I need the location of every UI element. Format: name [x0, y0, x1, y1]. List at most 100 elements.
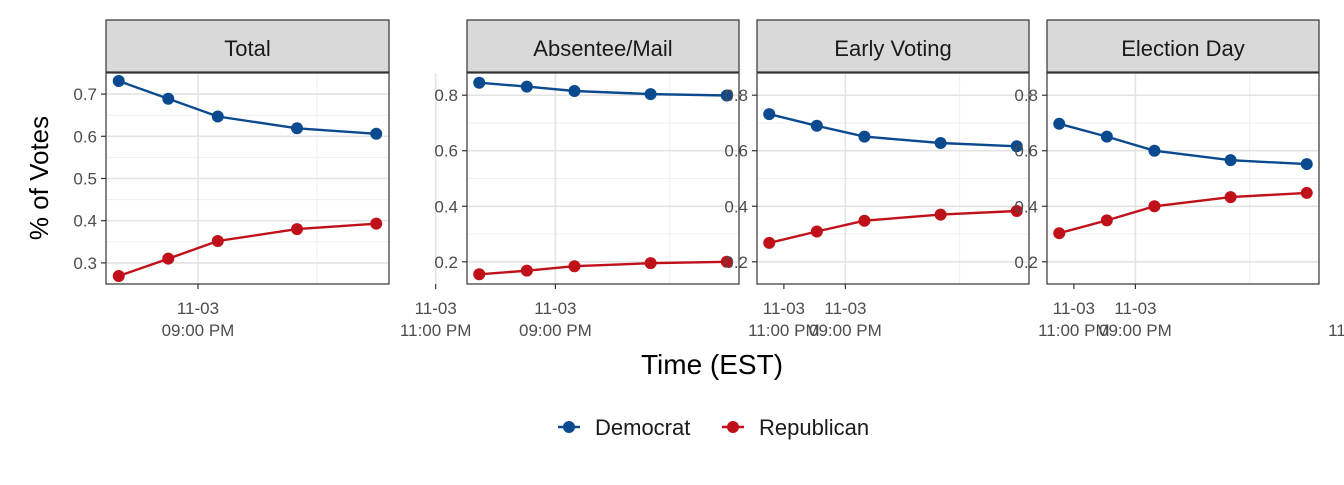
data-point-republican: [1300, 186, 1313, 199]
x-tick-label-time: 09:00 PM: [809, 321, 882, 340]
data-point-republican: [112, 269, 125, 282]
facet-panel-1: Absentee/Mail 0.2 0.4 0.6 0.8 11-03 09:00 PM 11…: [434, 19, 820, 340]
y-tick-label: 0.2: [1014, 253, 1038, 272]
data-point-democrat: [162, 92, 175, 105]
facet-strip: [756, 19, 1030, 73]
data-point-republican: [1224, 191, 1237, 204]
x-tick-label-date: 11-03: [534, 299, 576, 318]
y-tick-label: 0.2: [434, 253, 458, 272]
legend-item-democrat: Democrat: [558, 415, 690, 440]
data-point-democrat: [568, 85, 581, 98]
data-point-democrat: [370, 127, 383, 140]
y-tick-label: 0.4: [73, 212, 97, 231]
facet-strip-title: Election Day: [1121, 36, 1245, 61]
y-tick-label: 0.6: [73, 127, 97, 146]
data-point-republican: [568, 260, 581, 273]
data-point-democrat: [858, 130, 871, 143]
y-tick-label: 0.3: [73, 254, 97, 273]
data-point-republican: [162, 252, 175, 265]
data-point-republican: [473, 268, 486, 281]
data-point-democrat: [934, 136, 947, 149]
facet-strip: [466, 19, 740, 73]
data-point-democrat: [1100, 130, 1113, 143]
data-point-republican: [1148, 200, 1161, 213]
panel-border: [466, 72, 740, 285]
facet-panel-0: Total 0.3 0.4 0.5 0.6 0.7 11-03 09:00 PM 11-03 11…: [73, 19, 472, 340]
x-tick-label-date: 11-03: [415, 299, 457, 318]
y-tick-label: 0.4: [434, 197, 458, 216]
y-tick-label: 0.2: [724, 253, 748, 272]
facet-strip-title: Total: [224, 36, 270, 61]
x-tick-label-time: 11:00 PM: [400, 321, 472, 340]
data-point-republican: [763, 236, 776, 249]
data-point-republican: [1010, 204, 1023, 217]
data-point-republican: [370, 217, 383, 230]
y-tick-label: 0.8: [434, 86, 458, 105]
legend: Democrat Republican: [558, 415, 869, 440]
y-tick-label: 0.6: [434, 142, 458, 161]
data-point-democrat: [644, 88, 657, 101]
y-tick-label: 0.7: [73, 85, 97, 104]
legend-key-point: [727, 421, 739, 433]
panel-border: [756, 72, 1030, 285]
data-point-republican: [1053, 227, 1066, 240]
x-tick-label-date: 11-03: [177, 299, 219, 318]
data-point-republican: [644, 257, 657, 270]
facet-strip-title: Early Voting: [834, 36, 951, 61]
data-point-democrat: [763, 108, 776, 121]
x-tick-label-time: 11:00 PM: [1328, 321, 1344, 340]
x-tick-label-time: 11:00 PM: [748, 321, 820, 340]
data-point-democrat: [720, 89, 733, 102]
x-tick-label-date: 11-03: [1343, 299, 1344, 318]
x-tick-label-date: 11-03: [824, 299, 866, 318]
y-axis-title: % of Votes: [24, 116, 54, 240]
data-point-republican: [810, 225, 823, 238]
data-point-democrat: [810, 119, 823, 132]
facet-strip: [1046, 19, 1320, 73]
data-point-republican: [1100, 214, 1113, 227]
y-tick-label: 0.6: [1014, 142, 1038, 161]
data-point-democrat: [473, 76, 486, 89]
y-tick-label: 0.8: [1014, 86, 1038, 105]
y-tick-label: 0.8: [724, 86, 748, 105]
data-point-democrat: [1010, 140, 1023, 153]
facet-strip: [105, 19, 390, 73]
y-tick-label: 0.6: [724, 142, 748, 161]
legend-item-republican: Republican: [722, 415, 869, 440]
x-tick-label-time: 09:00 PM: [1099, 321, 1172, 340]
data-point-democrat: [520, 80, 533, 93]
x-axis-title: Time (EST): [641, 349, 783, 380]
x-tick-label-time: 09:00 PM: [519, 321, 592, 340]
data-point-democrat: [112, 75, 125, 88]
data-point-republican: [934, 208, 947, 221]
data-point-republican: [211, 234, 224, 247]
panel-border: [1046, 72, 1320, 285]
y-tick-label: 0.4: [1014, 197, 1038, 216]
legend-label: Democrat: [595, 415, 690, 440]
data-point-republican: [720, 255, 733, 268]
x-tick-label-time: 11:00 PM: [1038, 321, 1110, 340]
data-point-republican: [291, 223, 304, 236]
data-point-democrat: [1148, 144, 1161, 157]
data-point-republican: [520, 264, 533, 277]
x-tick-label-date: 11-03: [1053, 299, 1095, 318]
x-tick-label-date: 11-03: [763, 299, 805, 318]
x-tick-label-time: 09:00 PM: [162, 321, 235, 340]
legend-key-point: [563, 421, 575, 433]
data-point-democrat: [1224, 154, 1237, 167]
facet-strip-title: Absentee/Mail: [533, 36, 672, 61]
data-point-democrat: [291, 122, 304, 135]
data-point-democrat: [211, 110, 224, 123]
y-tick-label: 0.5: [73, 170, 97, 189]
data-point-republican: [858, 214, 871, 227]
legend-label: Republican: [759, 415, 869, 440]
data-point-democrat: [1300, 158, 1313, 171]
data-point-democrat: [1053, 117, 1066, 130]
x-tick-label-date: 11-03: [1114, 299, 1156, 318]
y-tick-label: 0.4: [724, 197, 748, 216]
